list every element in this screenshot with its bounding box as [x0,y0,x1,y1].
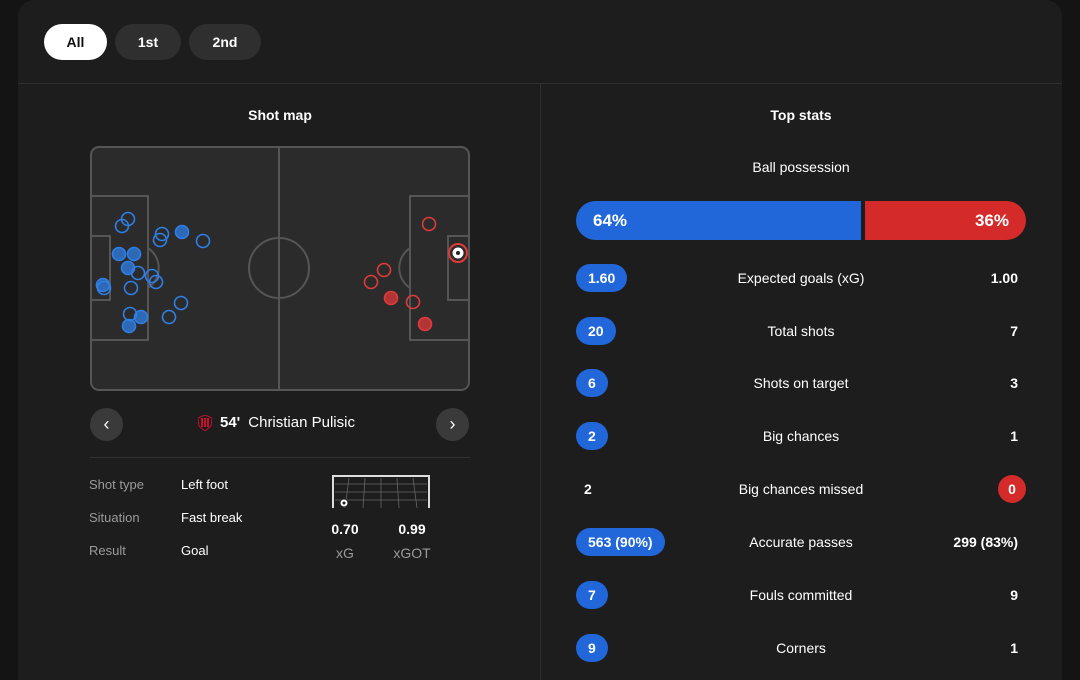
tab-second-half[interactable]: 2nd [189,24,261,60]
home-shot-marker[interactable] [111,246,127,262]
shot-map-title: Shot map [248,107,312,123]
home-shot-marker[interactable] [152,232,168,248]
away-shot-marker[interactable] [417,316,433,332]
stat-home-value: 2 [584,481,592,497]
home-shot-marker[interactable] [173,295,189,311]
previous-shot-button[interactable]: ‹ [90,408,123,441]
xgot-value: 0.99 [398,521,426,537]
club-crest-icon [198,414,212,431]
home-shot-marker[interactable] [126,246,142,262]
stat-home-value: 20 [576,317,616,345]
stat-away-value: 1 [1010,428,1018,444]
away-shot-marker[interactable] [376,262,392,278]
tab-all[interactable]: All [44,24,107,60]
tab-first-half[interactable]: 1st [115,24,181,60]
stat-label: Total shots [767,323,835,339]
shot-minute: 54' [220,414,241,431]
stat-row: Total shots 20 7 [576,317,1026,345]
xgot-label: xGOT [393,545,431,561]
shot-type-value: Left foot [181,477,228,492]
away-shot-marker[interactable] [383,290,399,306]
stat-row: Corners 9 1 [576,634,1026,662]
stat-row: Big chances missed 2 0 [576,475,1026,503]
goal-frame-icon [332,475,430,509]
chevron-left-icon: ‹ [103,414,110,434]
possession-home-value: 64% [593,210,628,230]
shot-map-pitch [90,146,470,391]
result-label: Result [89,543,126,558]
stat-away-value: 1.00 [990,270,1018,286]
home-shot-marker[interactable] [161,309,177,325]
match-stats-card: All 1st 2nd Shot map ‹ › 54' Christian [18,0,1062,680]
header-divider [18,83,1062,84]
selected-goal-marker[interactable] [448,243,468,263]
stat-home-value: 7 [576,581,608,609]
stat-away-value: 1 [1010,640,1018,656]
stat-away-value: 9 [1010,587,1018,603]
away-shot-marker[interactable] [421,216,437,232]
home-shot-marker[interactable] [148,274,164,290]
home-shot-marker[interactable] [120,260,136,276]
period-tabs: All 1st 2nd [44,24,261,60]
shot-details-divider [90,457,470,458]
home-shot-marker[interactable] [120,211,136,227]
home-shot-marker[interactable] [130,265,146,281]
home-shot-marker[interactable] [96,280,112,296]
home-shot-marker[interactable] [123,280,139,296]
xg-label: xG [336,545,354,561]
stat-away-value: 7 [1010,323,1018,339]
stat-home-value: 563 (90%) [576,528,665,556]
stat-row: Accurate passes 563 (90%) 299 (83%) [576,528,1026,556]
stat-label: Fouls committed [749,587,853,603]
home-shot-marker[interactable] [121,318,137,334]
stat-label: Big chances [762,428,840,444]
stat-away-value: 3 [1010,375,1018,391]
stat-label: Accurate passes [749,534,853,550]
stat-home-value: 2 [576,422,608,450]
stat-label: Big chances missed [738,481,864,497]
possession-label: Ball possession [752,159,850,175]
panel-divider [540,84,541,680]
result-value: Goal [181,543,209,558]
stat-away-value: 0 [998,475,1026,503]
stat-row: Expected goals (xG) 1.60 1.00 [576,264,1026,292]
shot-type-label: Shot type [89,477,144,492]
stat-row: Fouls committed 7 9 [576,581,1026,609]
selected-shot-player: 54' Christian Pulisic [198,414,355,431]
away-shot-marker[interactable] [405,294,421,310]
situation-value: Fast break [181,510,243,525]
home-shot-marker[interactable] [195,233,211,249]
home-shot-marker[interactable] [154,226,170,242]
home-shot-marker[interactable] [133,309,149,325]
stat-label: Corners [776,640,826,656]
stat-label: Shots on target [753,375,849,391]
shot-player-name: Christian Pulisic [248,414,355,431]
stat-home-value: 6 [576,369,608,397]
top-stats-title: Top stats [770,107,832,123]
possession-away-value: 36% [974,210,1009,230]
possession-away-bar: 36% [865,201,1026,240]
situation-label: Situation [89,510,140,525]
stat-away-value: 299 (83%) [953,534,1018,550]
chevron-right-icon: › [449,414,456,434]
stat-row: Big chances 2 1 [576,422,1026,450]
stat-home-value: 1.60 [576,264,628,292]
possession-home-bar: 64% [576,201,861,240]
home-shot-marker[interactable] [174,224,190,240]
stat-home-value: 9 [576,634,608,662]
xg-value: 0.70 [331,521,359,537]
stat-label: Expected goals (xG) [737,270,865,286]
stat-row: Shots on target 6 3 [576,369,1026,397]
next-shot-button[interactable]: › [436,408,469,441]
away-shot-marker[interactable] [363,274,379,290]
